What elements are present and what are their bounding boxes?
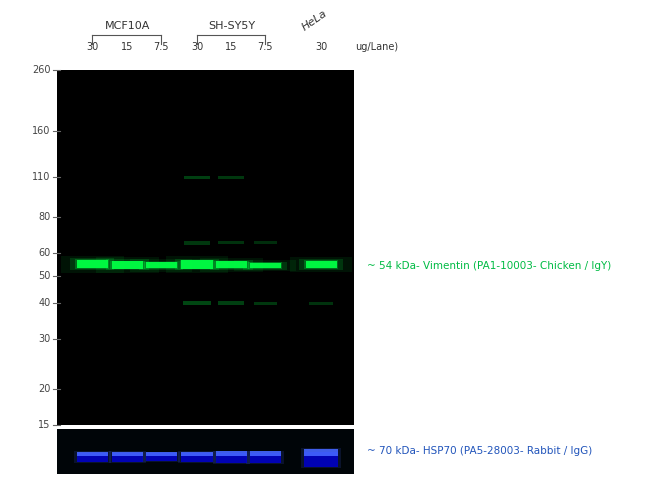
Bar [254,242,277,244]
Bar [181,260,213,269]
Text: 30: 30 [191,42,203,52]
Text: 30: 30 [315,42,327,52]
Bar [184,241,210,244]
Bar [77,453,108,463]
Text: 50: 50 [38,271,51,280]
Bar [175,259,219,271]
Text: 60: 60 [38,248,51,258]
Text: 7.5: 7.5 [257,42,273,52]
Bar [144,262,178,269]
Bar [130,259,192,272]
Bar [57,70,354,425]
Bar [216,261,247,268]
Text: 15: 15 [225,42,238,52]
Bar [77,260,108,268]
Text: 40: 40 [38,298,51,308]
Bar [96,257,159,273]
Bar [111,260,144,269]
Bar [73,451,111,463]
Bar [180,260,214,269]
Text: MCF10A: MCF10A [105,20,150,31]
Text: 110: 110 [32,173,51,182]
Bar [218,176,244,179]
Bar [105,260,150,270]
Bar [246,451,284,464]
Bar [248,262,282,269]
Text: ~ 54 kDa- Vimentin (PA1-10003- Chicken / IgY): ~ 54 kDa- Vimentin (PA1-10003- Chicken /… [367,261,612,271]
Bar [178,451,216,463]
Bar [146,453,177,462]
Text: ug/Lane): ug/Lane) [355,42,398,52]
Bar [218,242,244,244]
Text: 7.5: 7.5 [153,42,169,52]
Bar [209,260,254,270]
Text: 30: 30 [38,334,51,344]
Text: 15: 15 [121,42,134,52]
Bar [306,260,337,268]
Bar [75,260,109,269]
Bar [146,262,177,268]
Bar [70,258,114,270]
Bar [216,453,247,463]
Bar [218,301,244,305]
Text: 80: 80 [38,212,51,222]
Bar [184,175,210,179]
Bar [301,449,341,469]
Bar [139,261,183,270]
Bar [61,256,124,273]
Bar [213,451,250,464]
Bar [77,451,108,456]
Text: 30: 30 [86,42,98,52]
Bar [181,453,213,463]
Bar [250,453,281,463]
Text: 15: 15 [38,420,51,430]
Bar [214,261,248,269]
Bar [200,258,263,272]
Bar [304,451,338,468]
Bar [146,452,177,456]
Text: 260: 260 [32,66,51,75]
Bar [57,429,354,474]
Bar [181,451,213,456]
Bar [112,261,143,269]
Bar [309,302,333,305]
Text: ~ 70 kDa- HSP70 (PA5-28003- Rabbit / IgG): ~ 70 kDa- HSP70 (PA5-28003- Rabbit / IgG… [367,447,593,456]
Bar [183,301,211,305]
Bar [299,259,343,270]
Bar [304,260,338,269]
Bar [109,451,146,463]
Bar [243,261,287,270]
Bar [112,452,143,456]
Bar [304,450,338,456]
Bar [250,451,281,456]
Bar [254,302,277,305]
Bar [216,451,247,456]
Bar [166,256,228,273]
Text: 160: 160 [32,126,51,136]
Bar [250,263,281,268]
Bar [142,451,180,462]
Text: 20: 20 [38,384,51,395]
Text: SH-SY5Y: SH-SY5Y [208,20,255,31]
Bar [112,453,143,462]
Text: HeLa: HeLa [300,9,329,33]
Bar [290,257,352,272]
Bar [234,260,296,271]
